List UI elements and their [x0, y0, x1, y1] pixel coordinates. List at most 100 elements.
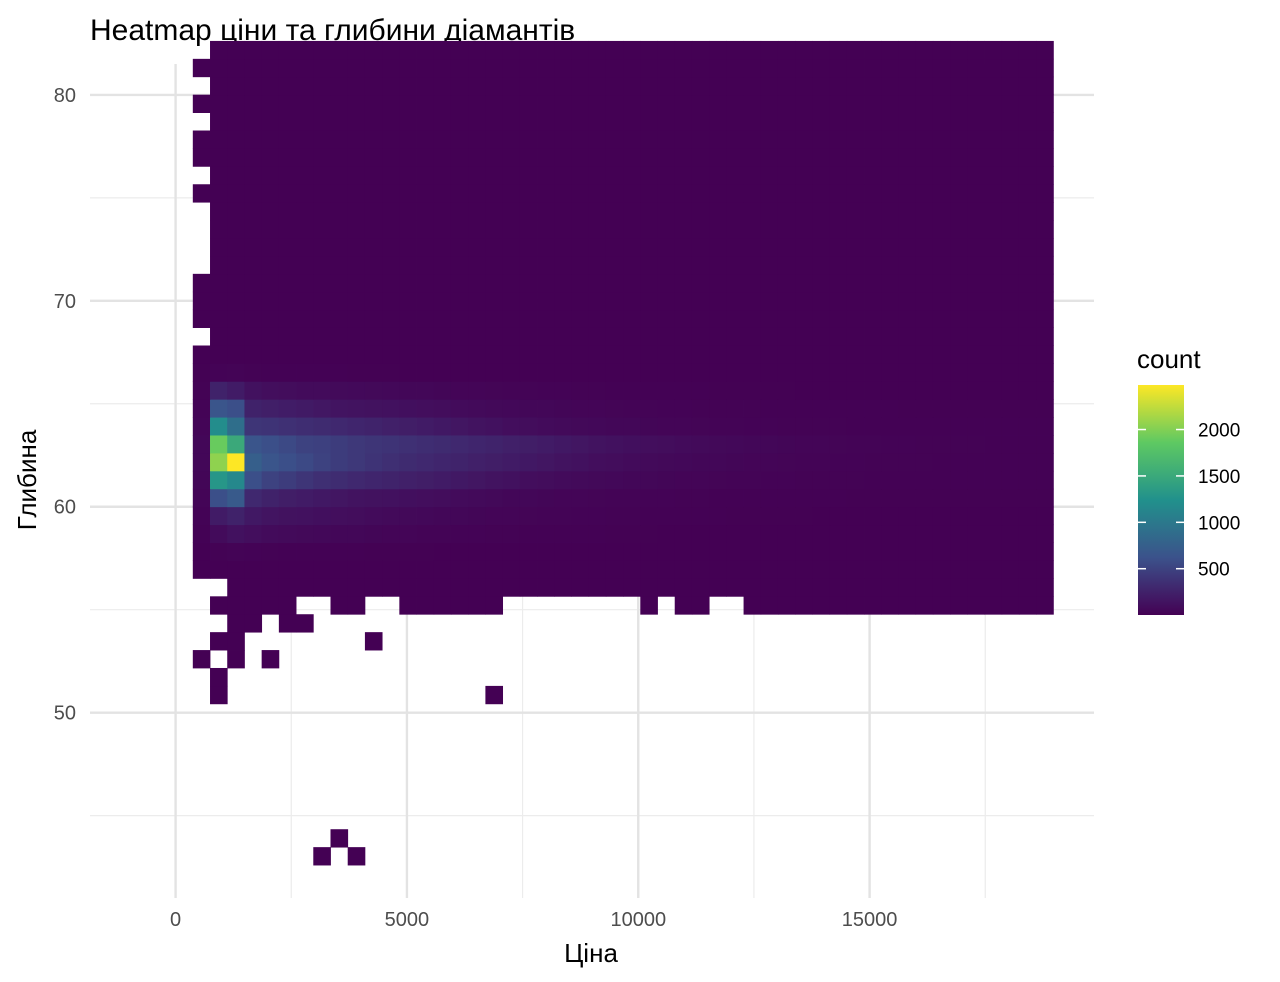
- heatmap-cell: [932, 542, 951, 561]
- heatmap-cell: [210, 363, 228, 382]
- heatmap-cell: [967, 220, 985, 239]
- heatmap-cell: [1036, 238, 1054, 257]
- heatmap-cell: [709, 130, 727, 149]
- heatmap-cell: [984, 94, 1003, 113]
- heatmap-cell: [846, 76, 865, 96]
- heatmap-cell: [846, 130, 865, 149]
- heatmap-cell: [227, 255, 245, 275]
- heatmap-cell: [984, 381, 1003, 400]
- heatmap-cell: [864, 94, 882, 113]
- heatmap-cell: [674, 452, 693, 472]
- heatmap-cell: [296, 291, 314, 311]
- heatmap-cell: [967, 363, 985, 382]
- heatmap-cell: [450, 327, 469, 346]
- heatmap-cell: [347, 327, 366, 346]
- heatmap-cell: [244, 166, 263, 185]
- heatmap-cell: [623, 184, 641, 203]
- heatmap-cell: [777, 488, 796, 508]
- heatmap-cell: [1036, 202, 1054, 221]
- heatmap-cell: [864, 363, 882, 382]
- heatmap-cell: [674, 58, 693, 78]
- heatmap-cell: [1001, 291, 1020, 311]
- heatmap-cell: [709, 94, 727, 113]
- heatmap-cell: [554, 148, 572, 167]
- heatmap-cell: [829, 166, 848, 185]
- heatmap-cell: [743, 112, 762, 131]
- heatmap-cell: [468, 542, 486, 561]
- heatmap-cell: [364, 94, 383, 113]
- heatmap-cell: [1001, 435, 1020, 454]
- heatmap-cell: [881, 40, 899, 60]
- heatmap-cell: [812, 345, 831, 364]
- heatmap-cell: [519, 130, 538, 149]
- heatmap-cell: [433, 220, 452, 239]
- heatmap-cell: [1036, 417, 1054, 436]
- heatmap-cell: [864, 184, 882, 203]
- heatmap-cell: [347, 309, 366, 328]
- heatmap-cell: [227, 614, 245, 633]
- heatmap-cell: [571, 417, 590, 436]
- heatmap-cell: [829, 345, 848, 364]
- heatmap-cell: [537, 94, 555, 113]
- heatmap-cell: [537, 345, 555, 364]
- heatmap-cell: [502, 417, 521, 436]
- heatmap-cell: [571, 255, 590, 275]
- heatmap-cell: [347, 578, 366, 597]
- heatmap-cell: [846, 524, 865, 543]
- heatmap-cell: [932, 488, 951, 508]
- heatmap-cell: [1001, 273, 1020, 293]
- heatmap-cell: [829, 452, 848, 472]
- heatmap-cell: [261, 488, 280, 508]
- heatmap-cell: [795, 470, 813, 490]
- heatmap-cell: [967, 327, 985, 346]
- heatmap-cell: [829, 560, 848, 579]
- heatmap-cell: [760, 166, 779, 185]
- heatmap-cell: [227, 506, 245, 526]
- heatmap-cell: [605, 399, 624, 418]
- heatmap-cell: [588, 578, 607, 597]
- heatmap-cell: [433, 542, 452, 561]
- heatmap-cell: [743, 381, 762, 400]
- heatmap-cell: [433, 578, 452, 597]
- heatmap-cell: [864, 40, 882, 60]
- heatmap-cell: [605, 452, 624, 472]
- heatmap-cell: [709, 58, 727, 78]
- heatmap-cell: [795, 94, 813, 113]
- heatmap-cell: [330, 417, 349, 436]
- heatmap-cell: [244, 291, 263, 311]
- y-tick-label: 80: [54, 85, 76, 107]
- heatmap-cell: [915, 255, 934, 275]
- heatmap-cell: [932, 273, 951, 293]
- heatmap-cell: [313, 40, 331, 60]
- heatmap-cell: [399, 596, 417, 615]
- heatmap-cell: [330, 524, 349, 543]
- heatmap-cell: [795, 255, 813, 275]
- heatmap-cell: [777, 381, 796, 400]
- heatmap-cell: [1036, 363, 1054, 382]
- heatmap-cell: [967, 506, 985, 526]
- heatmap-cell: [777, 560, 796, 579]
- heatmap-cell: [210, 435, 228, 454]
- heatmap-cell: [864, 417, 882, 436]
- heatmap-cell: [777, 94, 796, 113]
- heatmap-cell: [743, 524, 762, 543]
- heatmap-cell: [640, 40, 658, 60]
- heatmap-cell: [554, 417, 572, 436]
- heatmap-cell: [967, 130, 985, 149]
- heatmap-cell: [347, 435, 366, 454]
- heatmap-cell: [502, 381, 521, 400]
- heatmap-cell: [812, 363, 831, 382]
- heatmap-cell: [588, 40, 607, 60]
- heatmap-cell: [1018, 40, 1037, 60]
- heatmap-cell: [485, 363, 504, 382]
- heatmap-cell: [674, 435, 693, 454]
- heatmap-cell: [1018, 112, 1037, 131]
- heatmap-cell: [726, 578, 744, 597]
- heatmap-cell: [760, 184, 779, 203]
- heatmap-cell: [795, 452, 813, 472]
- heatmap-cell: [1001, 202, 1020, 221]
- heatmap-cell: [640, 542, 658, 561]
- heatmap-cell: [244, 506, 263, 526]
- heatmap-cell: [777, 506, 796, 526]
- heatmap-cell: [691, 309, 710, 328]
